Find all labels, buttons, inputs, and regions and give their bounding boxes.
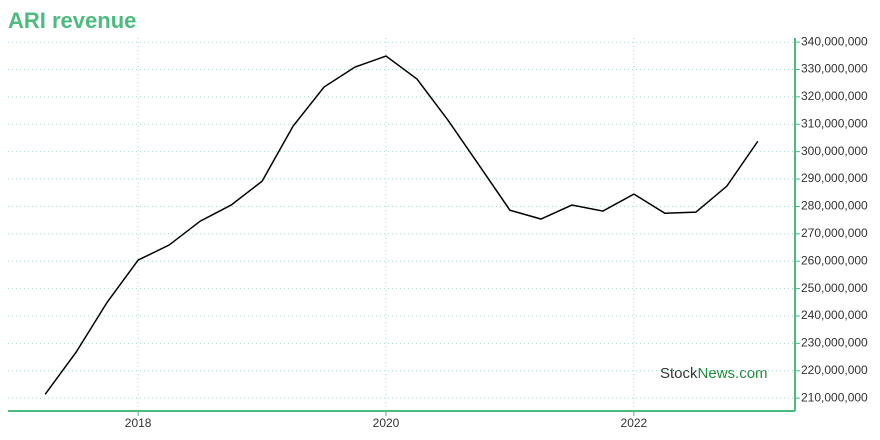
watermark-part: Stock bbox=[660, 365, 698, 382]
y-tick-label: 270,000,000 bbox=[801, 226, 868, 240]
y-tick-label: 250,000,000 bbox=[801, 281, 868, 295]
y-tick-label: 310,000,000 bbox=[801, 116, 868, 130]
y-tick-label: 210,000,000 bbox=[801, 390, 868, 404]
x-tick-label: 2018 bbox=[125, 416, 152, 430]
watermark: StockNews.com bbox=[660, 365, 768, 382]
y-tick-label: 230,000,000 bbox=[801, 336, 868, 350]
x-tick-label: 2022 bbox=[621, 416, 648, 430]
y-tick-label: 220,000,000 bbox=[801, 363, 868, 377]
y-tick-label: 280,000,000 bbox=[801, 199, 868, 213]
x-tick-label: 2020 bbox=[373, 416, 400, 430]
watermark-part: News.com bbox=[698, 365, 768, 382]
y-tick-label: 330,000,000 bbox=[801, 62, 868, 76]
y-tick-label: 240,000,000 bbox=[801, 308, 868, 322]
y-tick-label: 320,000,000 bbox=[801, 89, 868, 103]
y-tick-label: 260,000,000 bbox=[801, 253, 868, 267]
line bbox=[44, 55, 759, 395]
y-tick-label: 300,000,000 bbox=[801, 144, 868, 158]
y-tick-label: 290,000,000 bbox=[801, 171, 868, 185]
chart-title: ARI revenue bbox=[8, 8, 136, 33]
y-tick-label: 340,000,000 bbox=[801, 34, 868, 48]
